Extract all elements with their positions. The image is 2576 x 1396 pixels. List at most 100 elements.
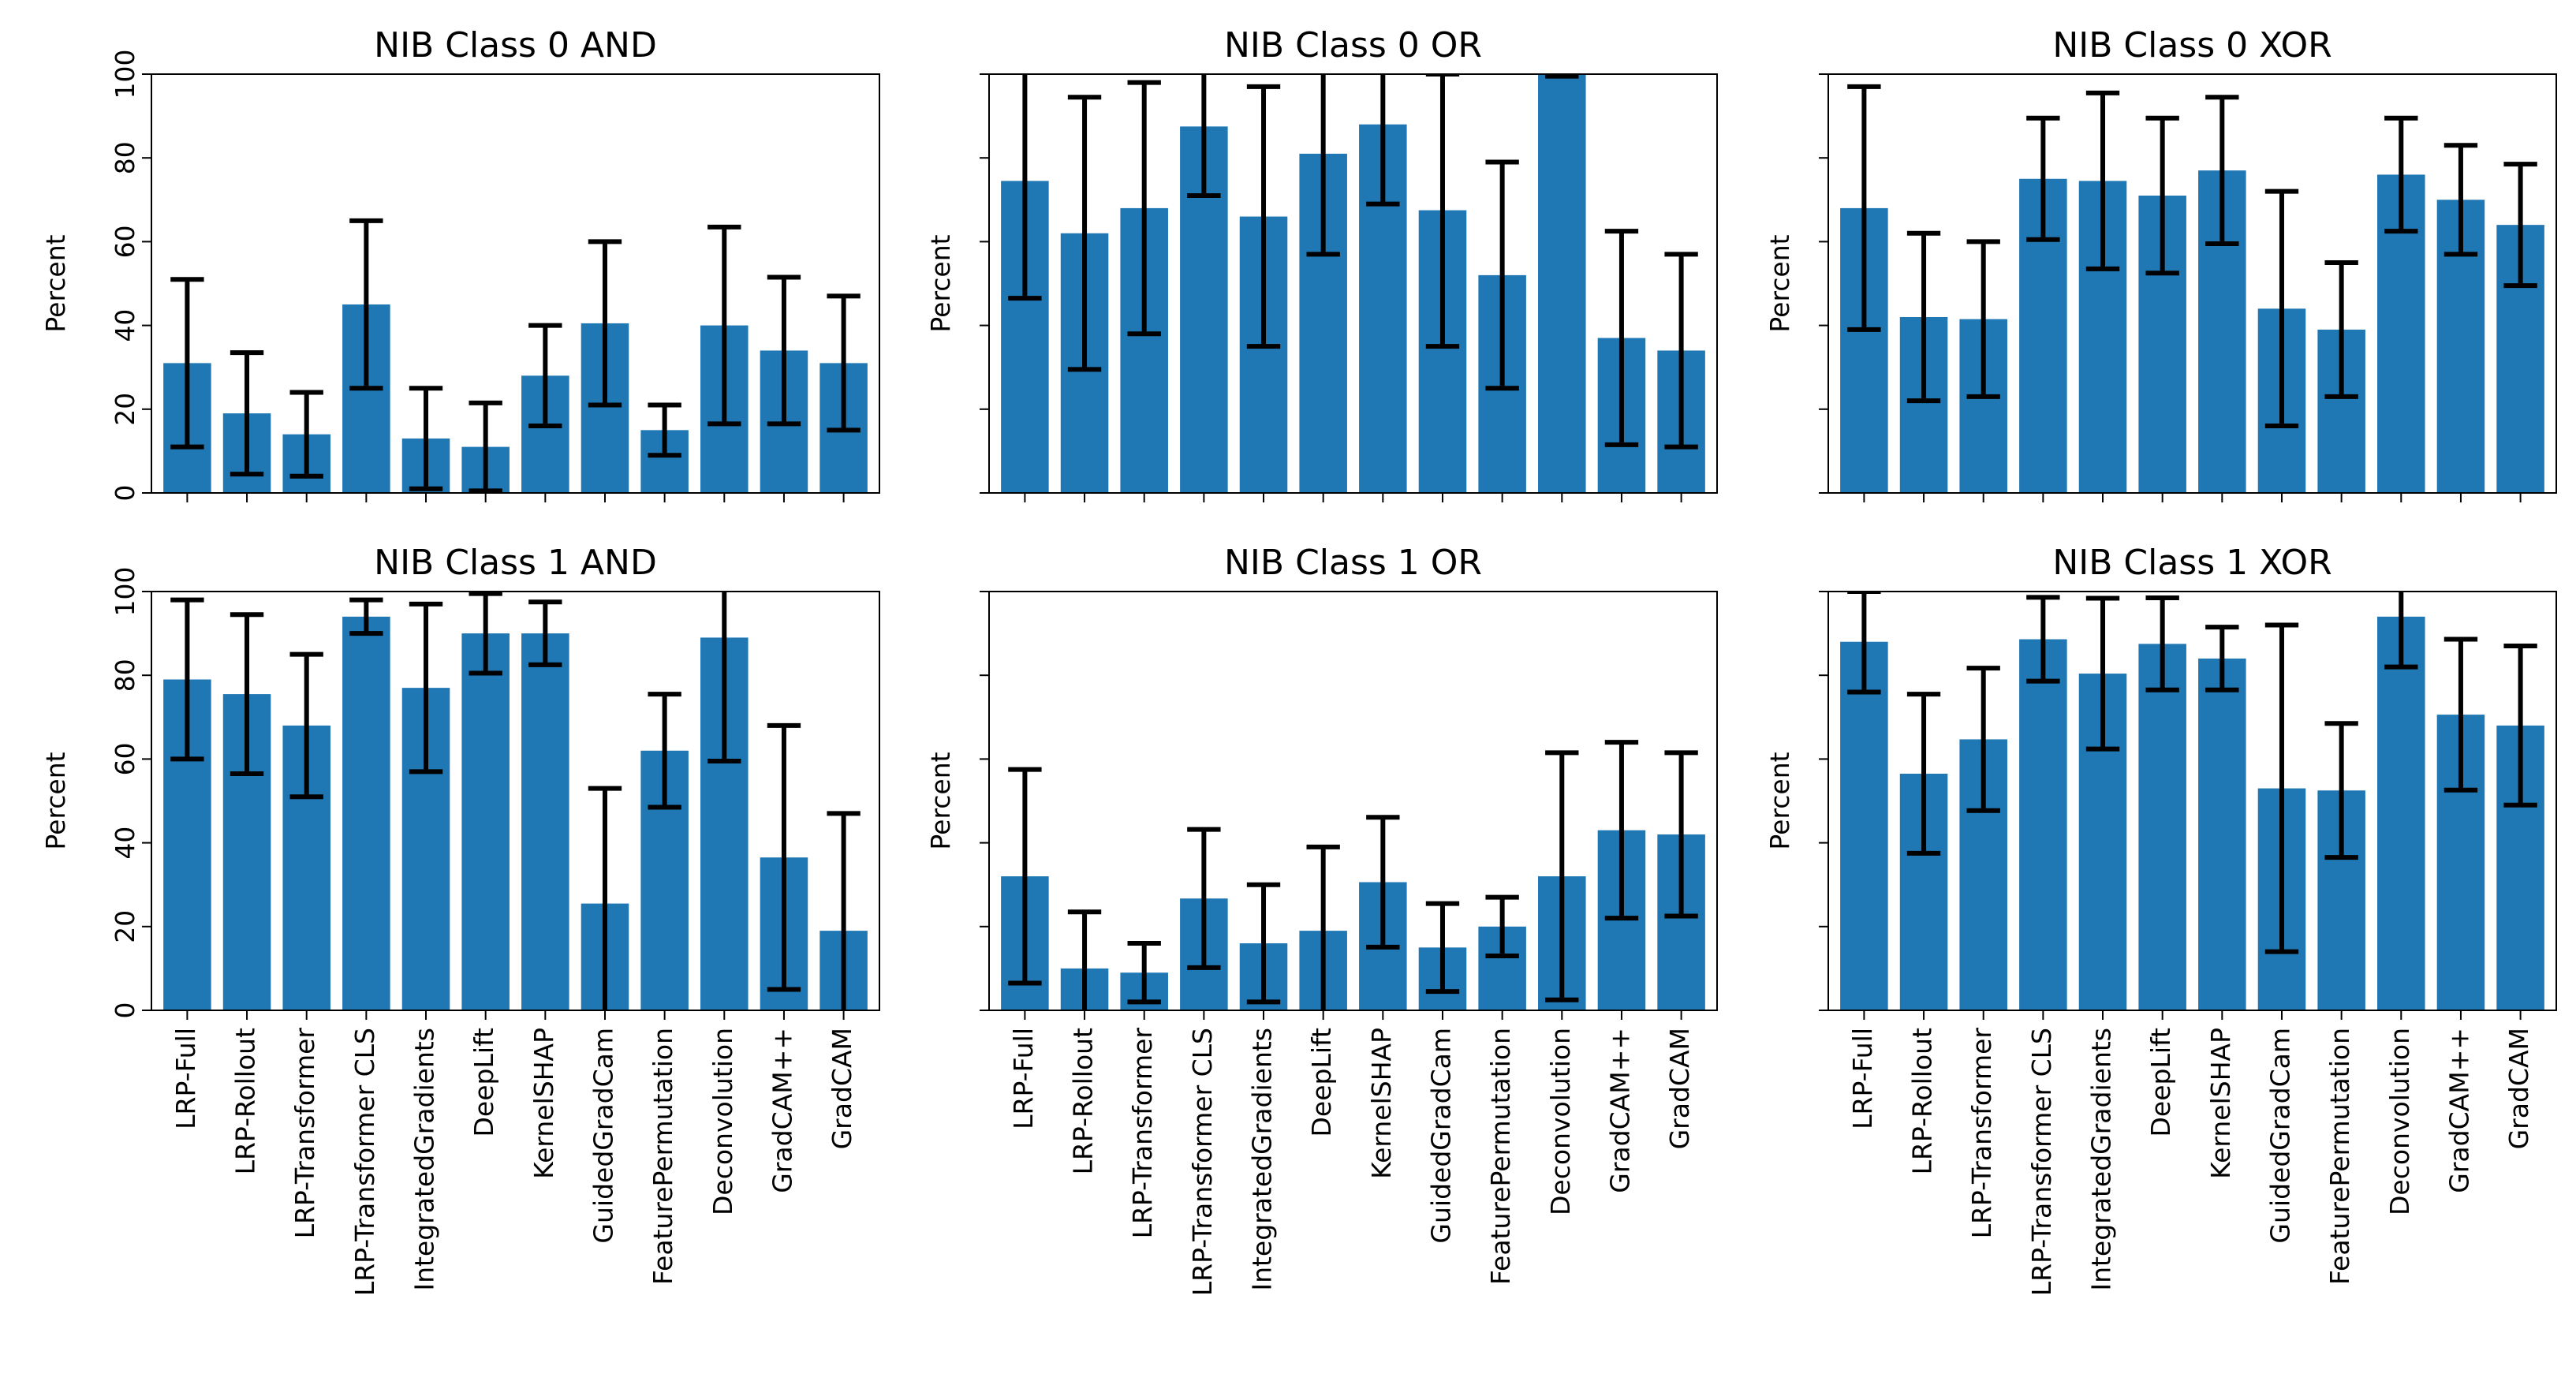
error-bar [2264, 188, 2299, 429]
error-bar [528, 323, 562, 429]
subplot: NIB Class 0 XOR Percent [1764, 25, 2557, 502]
plot-area [163, 218, 868, 493]
error-bar [2085, 595, 2120, 752]
error-bar [2205, 625, 2239, 692]
axes-frame [988, 73, 1718, 494]
plot-area [1001, 74, 1705, 493]
x-tick-label: DeepLift [2145, 1028, 2176, 1137]
error-bar [2085, 90, 2120, 271]
error-bar [2324, 259, 2358, 399]
error-bar [1545, 74, 1579, 79]
error-bar [230, 612, 264, 776]
x-tick-label: LRP-Full [170, 1028, 201, 1129]
bar [2377, 616, 2425, 1010]
chart-title: NIB Class 1 AND [374, 543, 657, 583]
y-axis-label: Percent [925, 752, 956, 849]
y-tick-label: 60 [110, 742, 140, 775]
error-bar [170, 597, 204, 762]
axes-frame [1827, 73, 2557, 494]
x-tick-label: Deconvolution [1545, 1028, 1576, 1215]
x-tick-label: FeaturePermutation [1485, 1028, 1516, 1285]
error-bar [528, 599, 562, 667]
plot-area [1840, 592, 2544, 1010]
error-bar [1187, 827, 1221, 970]
error-bar [469, 592, 502, 676]
x-tick-label: KernelSHAP [528, 1028, 559, 1179]
error-bar [230, 350, 264, 477]
x-tick-label: DeepLift [469, 1028, 499, 1137]
axes-frame [151, 591, 880, 1011]
error-bar [2145, 595, 2179, 692]
bar [2198, 658, 2246, 1010]
error-bar [1425, 901, 1460, 995]
x-tick-label: GuidedGradCam [588, 1028, 618, 1244]
error-bar [289, 651, 323, 800]
x-tick-label: KernelSHAP [2205, 1028, 2236, 1179]
plot-area [1840, 84, 2544, 493]
chart-title: NIB Class 0 OR [1224, 25, 1482, 65]
error-bar [2205, 95, 2239, 247]
error-bar [1306, 844, 1340, 1010]
x-tick-label: IntegratedGradients [409, 1028, 440, 1291]
x-tick-label: IntegratedGradients [1247, 1028, 1278, 1291]
error-bar [2264, 622, 2299, 954]
error-bar [349, 218, 383, 391]
error-bar [469, 400, 502, 493]
error-bar [1906, 692, 1941, 856]
x-tick-label: GuidedGradCam [1425, 1028, 1456, 1244]
y-tick-label: 0 [110, 1002, 140, 1019]
error-bar [1425, 74, 1460, 349]
error-bar [1366, 815, 1400, 950]
x-tick-label: GradCAM [827, 1028, 857, 1149]
x-tick-label: LRP-Rollout [1907, 1028, 1938, 1174]
plot-area [1001, 740, 1705, 1010]
error-bar [2145, 115, 2179, 276]
x-tick-label: LRP-Rollout [230, 1028, 261, 1174]
y-tick-label: 40 [110, 827, 140, 860]
error-bar [2026, 115, 2060, 242]
chart-title: NIB Class 1 XOR [2052, 543, 2331, 583]
x-tick-label: GradCAM++ [767, 1028, 797, 1193]
error-bar [827, 293, 861, 433]
subplot: 0 20 40 60 80 100 NIB Class 0 AND Percent [40, 25, 880, 502]
error-bar [1604, 229, 1639, 447]
error-bar [1246, 84, 1281, 349]
y-tick-label: 40 [110, 309, 140, 342]
error-bar [767, 722, 801, 992]
error-bar [827, 811, 861, 1010]
y-tick-label: 80 [110, 659, 140, 692]
x-tick-label: LRP-Transformer CLS [2026, 1028, 2057, 1296]
chart-title: NIB Class 0 XOR [2052, 25, 2331, 65]
x-tick-label: GradCAM++ [1604, 1028, 1635, 1193]
x-tick-label: GradCAM [1664, 1028, 1695, 1149]
error-bar [648, 402, 681, 458]
x-tick-label: GradCAM++ [2443, 1028, 2474, 1193]
subplot: NIB Class 0 OR Percent [925, 25, 1718, 502]
error-bar [1127, 80, 1161, 337]
error-bar [1306, 74, 1340, 257]
x-tick-label: Deconvolution [707, 1028, 738, 1215]
y-tick-label: 100 [110, 567, 140, 617]
error-bar [2384, 115, 2418, 234]
y-tick-label: 0 [110, 485, 140, 502]
error-bar [588, 786, 622, 1010]
y-tick-label: 20 [110, 910, 140, 943]
x-tick-label: LRP-Transformer [1966, 1028, 1997, 1239]
x-tick-label: FeaturePermutation [2324, 1028, 2355, 1285]
y-axis-label: Percent [1764, 234, 1795, 332]
x-tick-label: DeepLift [1306, 1028, 1337, 1137]
error-bar [1906, 230, 1941, 404]
x-tick-label: LRP-Full [1847, 1028, 1878, 1129]
x-tick-label: GuidedGradCam [2264, 1028, 2295, 1244]
error-bar [1604, 740, 1639, 921]
x-tick-label: LRP-Transformer [289, 1028, 320, 1239]
subplot: LRP-Full LRP-Rollout LRP-Transformer LRP-Tr… [925, 543, 1718, 1296]
y-axis-label: Percent [40, 752, 71, 849]
x-tick-label: Deconvolution [2384, 1028, 2415, 1215]
bar [461, 633, 510, 1010]
error-bar [1664, 252, 1698, 450]
bar [2019, 639, 2067, 1010]
error-bar [707, 224, 741, 427]
